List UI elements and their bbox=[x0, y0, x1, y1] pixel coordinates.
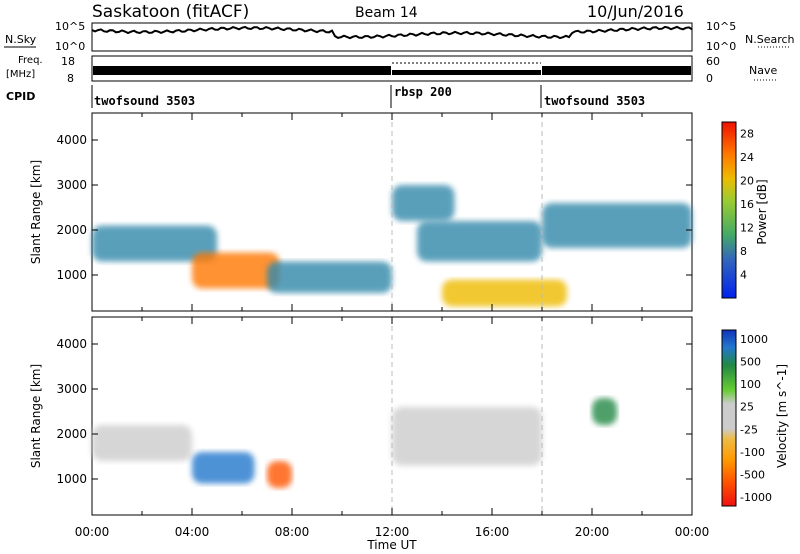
power-colorbar-tick-label: 8 bbox=[740, 245, 747, 258]
y-tick-label: 1000 bbox=[56, 472, 87, 486]
data-blob bbox=[267, 261, 392, 293]
freq-bar-segment-2 bbox=[392, 70, 541, 75]
data-blob bbox=[392, 185, 455, 221]
data-blob bbox=[417, 221, 542, 262]
x-axis-label: Time UT bbox=[366, 538, 417, 552]
power-colorbar-tick-label: 28 bbox=[740, 128, 754, 141]
date-label: 10/Jun/2016 bbox=[587, 2, 684, 21]
velocity-panel: 1000 2000 3000 4000 Slant Range [km] bbox=[29, 316, 693, 516]
noise-right-tick-top: 10^5 bbox=[706, 20, 736, 33]
data-blob bbox=[92, 425, 192, 461]
nave-right-tick-bottom: 0 bbox=[706, 72, 713, 85]
power-colorbar-ticks: 4 8 12 16 20 24 28 bbox=[740, 128, 754, 282]
noise-right-tick-bottom: 10^0 bbox=[706, 40, 736, 53]
power-blobs bbox=[92, 185, 692, 307]
velocity-colorbar-tick-label: -100 bbox=[740, 446, 765, 459]
velocity-colorbar-tick-label: 100 bbox=[740, 378, 761, 391]
velocity-colorbar-tick-label: -500 bbox=[740, 468, 765, 481]
cpid-segment-1: twofsound 3503 bbox=[94, 94, 195, 108]
data-blob bbox=[592, 398, 617, 425]
noise-sky-label: N.Sky bbox=[5, 33, 37, 46]
power-colorbar-label: Power [dB] bbox=[755, 179, 769, 244]
power-colorbar-tick-label: 20 bbox=[740, 175, 754, 188]
cpid-segment-3: twofsound 3503 bbox=[544, 94, 645, 108]
cpid-segment-2: rbsp 200 bbox=[394, 85, 452, 99]
y-tick-label: 1000 bbox=[56, 268, 87, 282]
power-ylabel: Slant Range [km] bbox=[29, 160, 43, 264]
noise-search-label: N.Search bbox=[745, 33, 795, 46]
power-axis: 1000 2000 3000 4000 bbox=[56, 113, 693, 311]
power-colorbar-tick-label: 12 bbox=[740, 222, 754, 235]
velocity-colorbar-tick-label: -1000 bbox=[740, 491, 772, 504]
freq-label: Freq. bbox=[18, 55, 43, 66]
x-axis: 00:00 04:00 08:00 12:00 16:00 20:00 00:00 bbox=[75, 525, 710, 539]
noise-left-tick-top: 10^5 bbox=[55, 20, 85, 33]
x-tick-label: 12:00 bbox=[375, 525, 410, 539]
data-blob bbox=[392, 407, 542, 466]
power-colorbar-tick-label: 16 bbox=[740, 198, 754, 211]
freq-unit-label: [MHz] bbox=[6, 69, 35, 80]
nave-label: Nave bbox=[749, 64, 777, 77]
x-tick-label: 08:00 bbox=[275, 525, 310, 539]
velocity-colorbar-tick-label: 1000 bbox=[740, 333, 768, 346]
noise-left-tick-bottom: 10^0 bbox=[55, 40, 85, 53]
beam-label: Beam 14 bbox=[355, 5, 418, 21]
freq-left-tick-bottom: 8 bbox=[67, 72, 74, 85]
velocity-blobs bbox=[92, 398, 617, 488]
data-blob bbox=[442, 279, 567, 307]
y-tick-label: 4000 bbox=[56, 133, 87, 147]
velocity-ylabel: Slant Range [km] bbox=[29, 364, 43, 468]
data-blob bbox=[542, 203, 692, 248]
x-tick-label: 20:00 bbox=[575, 525, 610, 539]
freq-bar-segment-1 bbox=[93, 66, 391, 75]
y-tick-label: 2000 bbox=[56, 223, 87, 237]
velocity-colorbar bbox=[721, 329, 737, 507]
velocity-axis: 1000 2000 3000 4000 bbox=[56, 317, 693, 515]
x-tick-label: 16:00 bbox=[475, 525, 510, 539]
y-tick-label: 3000 bbox=[56, 382, 87, 396]
data-blob bbox=[92, 225, 217, 262]
freq-bar-segment-3 bbox=[542, 66, 691, 75]
x-tick-label: 04:00 bbox=[175, 525, 210, 539]
y-tick-label: 2000 bbox=[56, 427, 87, 441]
y-tick-label: 4000 bbox=[56, 337, 87, 351]
nave-right-tick-top: 60 bbox=[706, 55, 720, 68]
velocity-colorbar-label-text: Velocity [m s^-1] bbox=[775, 364, 789, 468]
noise-sky-trace bbox=[91, 25, 693, 40]
y-tick-label: 3000 bbox=[56, 178, 87, 192]
radar-title: Saskatoon (fitACF) bbox=[92, 2, 249, 22]
x-tick-label: 00:00 bbox=[675, 525, 710, 539]
velocity-colorbar-tick-label: 25 bbox=[740, 401, 754, 414]
freq-left-tick-top: 18 bbox=[61, 55, 75, 68]
velocity-colorbar-label: Velocity [m s^-1] bbox=[775, 364, 789, 468]
cpid-label: CPID bbox=[6, 90, 35, 103]
power-colorbar-tick-label: 4 bbox=[740, 269, 747, 282]
x-tick-label: 00:00 bbox=[75, 525, 110, 539]
power-colorbar-tick-label: 24 bbox=[740, 151, 754, 164]
velocity-colorbar-ticks: 1000 500 100 25 -25 -100 -500 -1000 bbox=[740, 333, 772, 504]
power-panel: 1000 2000 3000 4000 Slant Range [km] bbox=[29, 112, 693, 312]
power-colorbar bbox=[721, 121, 737, 299]
velocity-colorbar-tick-label: -25 bbox=[740, 423, 758, 436]
data-blob bbox=[192, 452, 255, 484]
data-blob bbox=[192, 252, 280, 289]
data-blob bbox=[267, 461, 292, 488]
velocity-colorbar-tick-label: 500 bbox=[740, 356, 761, 369]
